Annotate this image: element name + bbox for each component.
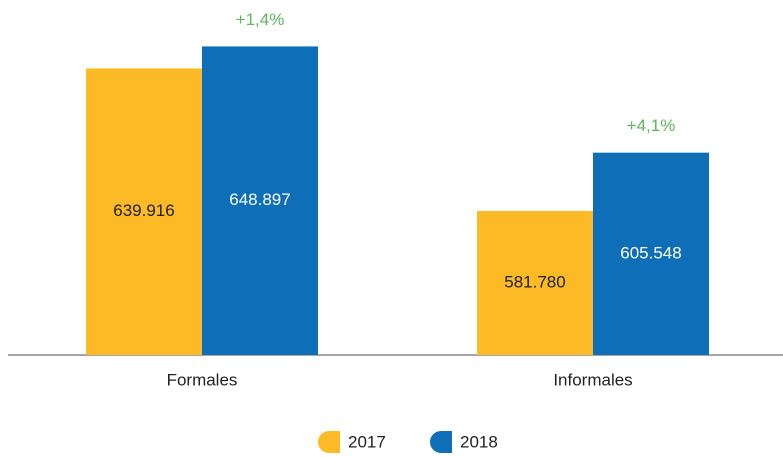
bar xyxy=(477,210,593,355)
legend-label: 2018 xyxy=(460,432,498,451)
value-label: 605.548 xyxy=(620,243,681,262)
value-label: 648.897 xyxy=(229,190,290,209)
annotation: +4,1% xyxy=(627,116,676,135)
bar xyxy=(593,152,709,355)
x-tick-label: Informales xyxy=(553,370,632,389)
bar xyxy=(202,46,318,355)
bar xyxy=(86,68,202,355)
legend-marker xyxy=(318,431,340,453)
value-label: 581.780 xyxy=(504,272,565,291)
legend-marker xyxy=(430,431,452,453)
value-label: 639.916 xyxy=(113,201,174,220)
annotation: +1,4% xyxy=(236,10,285,29)
legend-label: 2017 xyxy=(348,432,386,451)
x-tick-label: Formales xyxy=(167,370,238,389)
